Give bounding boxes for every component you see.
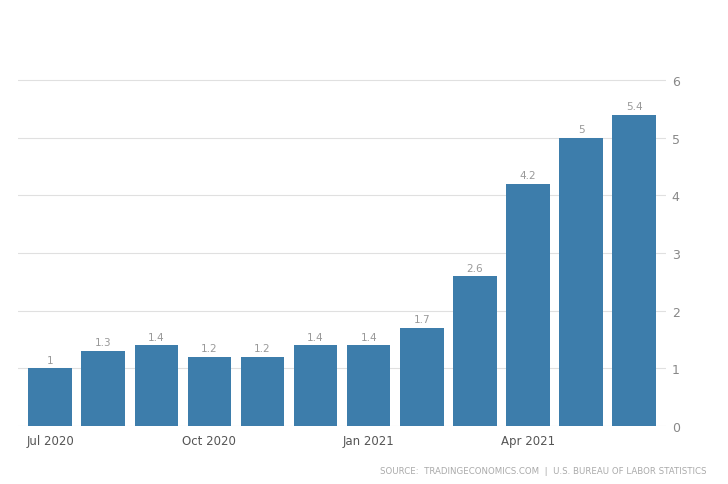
Bar bbox=[612, 116, 656, 426]
Bar bbox=[241, 357, 284, 426]
Bar bbox=[28, 368, 72, 426]
Bar bbox=[294, 346, 337, 426]
Text: 4.2: 4.2 bbox=[520, 171, 537, 181]
Bar bbox=[400, 328, 443, 426]
Text: 1.4: 1.4 bbox=[148, 332, 165, 342]
Bar bbox=[188, 357, 232, 426]
Text: 5.4: 5.4 bbox=[626, 102, 643, 112]
Text: 1.4: 1.4 bbox=[360, 332, 377, 342]
Text: 5: 5 bbox=[578, 125, 585, 135]
Text: 2.6: 2.6 bbox=[467, 263, 483, 273]
Text: 1.7: 1.7 bbox=[414, 315, 430, 325]
Text: 1.4: 1.4 bbox=[307, 332, 324, 342]
Bar bbox=[506, 184, 550, 426]
Text: 1.2: 1.2 bbox=[254, 344, 271, 353]
Bar bbox=[559, 138, 603, 426]
Text: SOURCE:  TRADINGECONOMICS.COM  |  U.S. BUREAU OF LABOR STATISTICS: SOURCE: TRADINGECONOMICS.COM | U.S. BURE… bbox=[380, 466, 706, 475]
Bar bbox=[135, 346, 178, 426]
Bar bbox=[453, 276, 496, 426]
Bar bbox=[82, 351, 125, 426]
Bar bbox=[347, 346, 390, 426]
Text: 1.3: 1.3 bbox=[95, 338, 111, 348]
Text: 1.2: 1.2 bbox=[201, 344, 218, 353]
Text: 1: 1 bbox=[47, 355, 53, 365]
